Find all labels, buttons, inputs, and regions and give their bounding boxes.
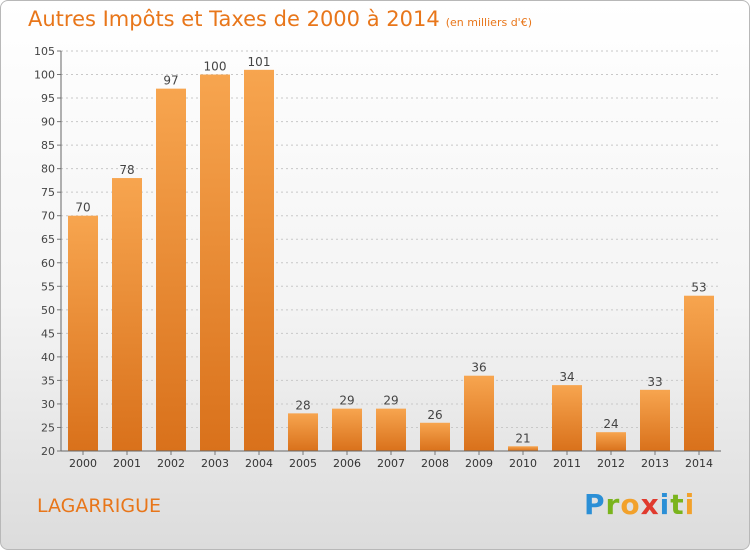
y-tick-label: 40	[41, 351, 55, 364]
x-tick-label: 2004	[245, 457, 273, 470]
bar-value-label: 36	[471, 361, 486, 375]
bar-value-label: 26	[427, 408, 442, 422]
bar	[112, 178, 142, 451]
x-tick-label: 2008	[421, 457, 449, 470]
y-tick-label: 35	[41, 374, 55, 387]
y-tick-label: 90	[41, 116, 55, 129]
x-tick-label: 2009	[465, 457, 493, 470]
x-tick-label: 2007	[377, 457, 405, 470]
bar-value-label: 28	[295, 398, 310, 412]
y-tick-label: 55	[41, 280, 55, 293]
x-tick-label: 2013	[641, 457, 669, 470]
y-tick-label: 75	[41, 186, 55, 199]
logo-letter: r	[605, 488, 621, 521]
bar	[464, 375, 494, 451]
bar	[508, 446, 538, 451]
y-tick-label: 95	[41, 92, 55, 105]
bar-value-label: 29	[383, 394, 398, 408]
y-tick-label: 30	[41, 398, 55, 411]
y-axis: 20 25 30 35 40 45 50 55 60 65 70 75 80 85 90 95 100 105	[34, 45, 62, 458]
x-tick-label: 2005	[289, 457, 317, 470]
logo-letter: P	[584, 488, 606, 521]
x-tick-label: 2011	[553, 457, 581, 470]
logo-letter: i	[684, 488, 696, 521]
bar	[684, 295, 714, 451]
bar-value-label: 53	[691, 281, 706, 295]
bar	[596, 432, 626, 451]
y-tick-label: 85	[41, 139, 55, 152]
bar-value-label: 78	[119, 163, 134, 177]
bar-value-label: 34	[559, 370, 574, 384]
logo-letter: t	[670, 488, 685, 521]
x-tick-label: 2003	[201, 457, 229, 470]
logo-letter: o	[620, 488, 641, 521]
bar	[420, 422, 450, 451]
bar-value-label: 100	[204, 60, 227, 74]
title-main: Autres Impôts et Taxes de 2000 à 2014	[28, 7, 440, 31]
x-tick-label: 2010	[509, 457, 537, 470]
x-tick-label: 2006	[333, 457, 361, 470]
bar	[288, 413, 318, 451]
bar-value-label: 97	[163, 74, 178, 88]
y-tick-label: 100	[34, 69, 55, 82]
y-tick-label: 80	[41, 163, 55, 176]
proxiti-logo: Proxiti	[584, 488, 695, 521]
bar	[200, 74, 230, 451]
y-tick-label: 70	[41, 210, 55, 223]
y-tick-label: 50	[41, 304, 55, 317]
y-tick-label: 65	[41, 233, 55, 246]
title-unit: (en milliers d'€)	[445, 16, 532, 29]
bar	[332, 408, 362, 451]
x-tick-label: 2012	[597, 457, 625, 470]
bar	[376, 408, 406, 451]
logo-letter: i	[659, 488, 671, 521]
bar-value-label: 24	[603, 417, 618, 431]
y-tick-label: 45	[41, 327, 55, 340]
bar	[640, 389, 670, 451]
bar-value-label: 33	[647, 375, 662, 389]
y-tick-label: 60	[41, 257, 55, 270]
bar	[552, 385, 582, 451]
bar-value-label: 21	[515, 431, 530, 445]
bar	[244, 69, 274, 451]
y-tick-label: 20	[41, 445, 55, 458]
x-tick-label: 2000	[69, 457, 97, 470]
bars: 70 78 97 100 101 28 29 29 26 36 21 34 24 33 53	[68, 55, 714, 451]
bar-value-label: 101	[248, 55, 271, 69]
x-axis: 2000 2001 2002 2003 2004 2005 2006 2007 2008 2009…	[61, 450, 721, 470]
x-tick-label: 2002	[157, 457, 185, 470]
chart-title: Autres Impôts et Taxes de 2000 à 2014 (en…	[28, 7, 532, 31]
commune-name: LAGARRIGUE	[37, 495, 162, 517]
x-tick-label: 2001	[113, 457, 141, 470]
logo-letter: x	[640, 488, 660, 521]
bar	[68, 215, 98, 451]
bar	[156, 88, 186, 451]
bar-value-label: 29	[339, 394, 354, 408]
y-tick-label: 105	[34, 45, 55, 58]
x-tick-label: 2014	[685, 457, 713, 470]
y-tick-label: 25	[41, 421, 55, 434]
bar-value-label: 70	[75, 201, 90, 215]
